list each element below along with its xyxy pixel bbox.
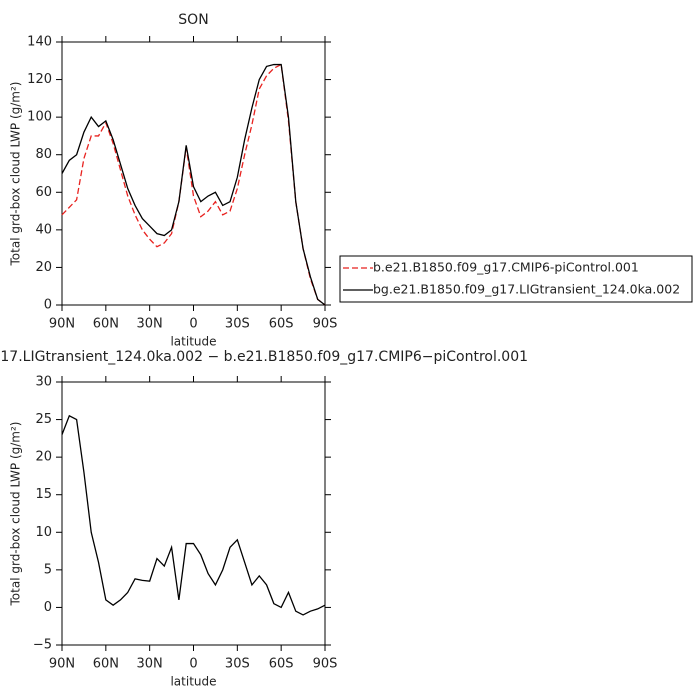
x-tick-label: 90S bbox=[313, 317, 338, 332]
x-tick-label: 30S bbox=[225, 317, 250, 332]
x-tick-label: 60S bbox=[269, 657, 294, 672]
y-tick-label: 140 bbox=[27, 35, 52, 50]
legend-label: b.e21.B1850.f09_g17.CMIP6-piControl.001 bbox=[373, 260, 639, 275]
x-tick-label: 60N bbox=[93, 657, 119, 672]
chart-title: SON bbox=[178, 12, 208, 28]
x-tick-label: 60S bbox=[269, 317, 294, 332]
y-tick-label: 60 bbox=[35, 185, 52, 200]
x-tick-label: 30N bbox=[137, 317, 163, 332]
y-tick-label: 0 bbox=[44, 298, 52, 313]
y-tick-label: 40 bbox=[35, 222, 52, 237]
y-axis-label: Total grd-box cloud LWP (g/m²) bbox=[9, 82, 23, 267]
y-tick-label: 120 bbox=[27, 72, 52, 87]
plot-frame bbox=[61, 41, 326, 306]
plot-frame bbox=[61, 381, 326, 646]
y-tick-label: 5 bbox=[44, 562, 52, 577]
x-tick-label: 0 bbox=[189, 317, 197, 332]
x-axis-label: latitude bbox=[170, 335, 216, 349]
y-tick-label: 25 bbox=[35, 412, 52, 427]
y-tick-label: 20 bbox=[35, 260, 52, 275]
legend-frame bbox=[339, 255, 693, 303]
x-tick-label: 90N bbox=[49, 657, 75, 672]
data-line bbox=[61, 63, 326, 306]
y-tick-label: 0 bbox=[44, 600, 52, 615]
y-tick-label: 100 bbox=[27, 110, 52, 125]
y-axis-label: Total grd-box cloud LWP (g/m²) bbox=[9, 422, 23, 607]
x-tick-label: 90N bbox=[49, 317, 75, 332]
y-tick-label: 10 bbox=[35, 525, 52, 540]
x-axis-label: latitude bbox=[170, 675, 216, 689]
x-tick-label: 30S bbox=[225, 657, 250, 672]
x-tick-label: 90S bbox=[313, 657, 338, 672]
data-line bbox=[61, 414, 326, 616]
x-tick-label: 0 bbox=[189, 657, 197, 672]
legend-label: bg.e21.B1850.f09_g17.LIGtransient_124.0k… bbox=[373, 282, 680, 297]
y-tick-label: 20 bbox=[35, 450, 52, 465]
x-tick-label: 60N bbox=[93, 317, 119, 332]
y-tick-label: 15 bbox=[35, 487, 52, 502]
y-tick-label: 80 bbox=[35, 147, 52, 162]
y-tick-label: −5 bbox=[33, 638, 52, 653]
data-line bbox=[61, 63, 326, 306]
chart-title: bg.e21.B1850.f09_g17.LIGtransient_124.0k… bbox=[0, 349, 528, 365]
x-tick-label: 30N bbox=[137, 657, 163, 672]
y-tick-label: 30 bbox=[35, 375, 52, 390]
